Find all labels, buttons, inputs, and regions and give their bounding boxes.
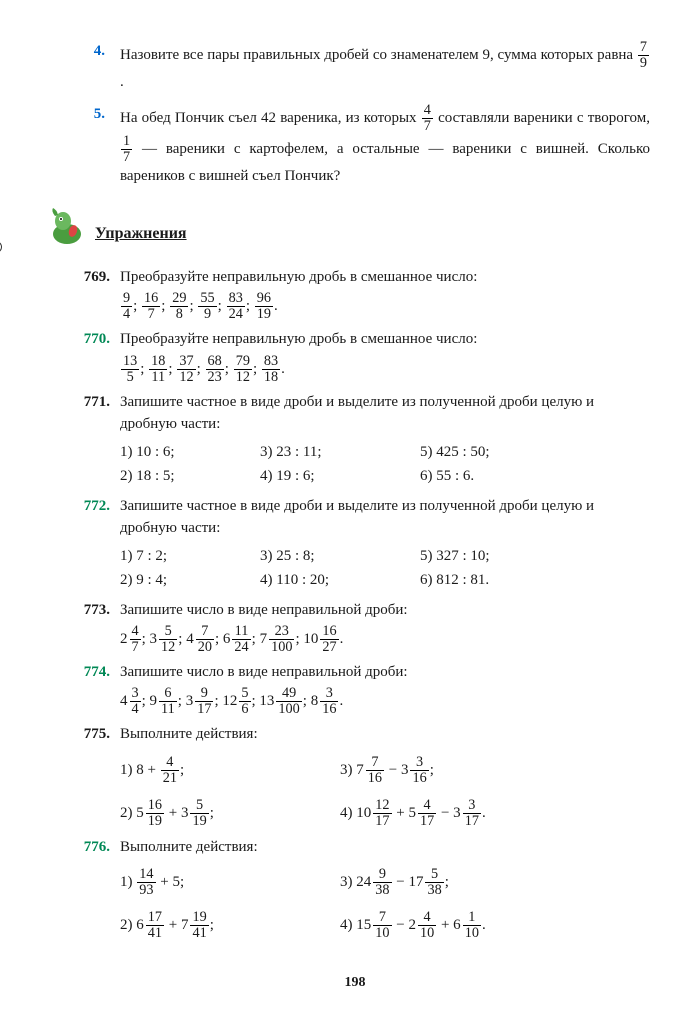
exercise-774: 774. Запишите число в виде неправильной … [60, 661, 650, 717]
exercise-771: 771. Запишите частное в виде дроби и выд… [60, 391, 650, 489]
problem-text: Назовите все пары правильных дробей со з… [120, 40, 650, 93]
section-title: Упражнения [95, 222, 187, 246]
exercise-776: 776. Выполните действия: 1) 1493 + 5; 3)… [60, 836, 650, 942]
page-number: 198 [60, 972, 650, 993]
problem-4: 4. Назовите все пары правильных дробей с… [60, 40, 650, 93]
exercise-number: 775. [60, 723, 120, 829]
exercise-body: Запишите частное в виде дроби и выделите… [120, 495, 650, 593]
exercise-body: Запишите число в виде неправильной дроби… [120, 599, 650, 655]
problem-number: 5. [60, 103, 120, 187]
exercise-body: Выполните действия: 1) 1493 + 5; 3) 2493… [120, 836, 650, 942]
exercise-number: 772. [60, 495, 120, 593]
section-header: Упражнения [40, 208, 650, 248]
exercise-773: 773. Запишите число в виде неправильной … [60, 599, 650, 655]
exercise-number: 769. [60, 266, 120, 322]
problem-text: На обед Пончик съел 42 вареника, из кото… [120, 103, 650, 187]
exercise-number: 774. [60, 661, 120, 717]
exercise-body: Преобразуйте неправильную дробь в смешан… [120, 266, 650, 322]
exercise-772: 772. Запишите частное в виде дроби и выд… [60, 495, 650, 593]
mascot-icon [45, 206, 90, 246]
problem-number: 4. [60, 40, 120, 93]
exercise-body: Запишите частное в виде дроби и выделите… [120, 391, 650, 489]
banner-line [0, 247, 610, 248]
exercise-body: Выполните действия: 1) 8 + 421; 3) 7716 … [120, 723, 650, 829]
exercise-number: 771. [60, 391, 120, 489]
exercise-769: 769. Преобразуйте неправильную дробь в с… [60, 266, 650, 322]
exercise-number: 770. [60, 328, 120, 384]
exercise-body: Запишите число в виде неправильной дроби… [120, 661, 650, 717]
exercise-number: 776. [60, 836, 120, 942]
problem-5: 5. На обед Пончик съел 42 вареника, из к… [60, 103, 650, 187]
exercise-775: 775. Выполните действия: 1) 8 + 421; 3) … [60, 723, 650, 829]
exercise-770: 770. Преобразуйте неправильную дробь в с… [60, 328, 650, 384]
exercise-number: 773. [60, 599, 120, 655]
exercise-body: Преобразуйте неправильную дробь в смешан… [120, 328, 650, 384]
